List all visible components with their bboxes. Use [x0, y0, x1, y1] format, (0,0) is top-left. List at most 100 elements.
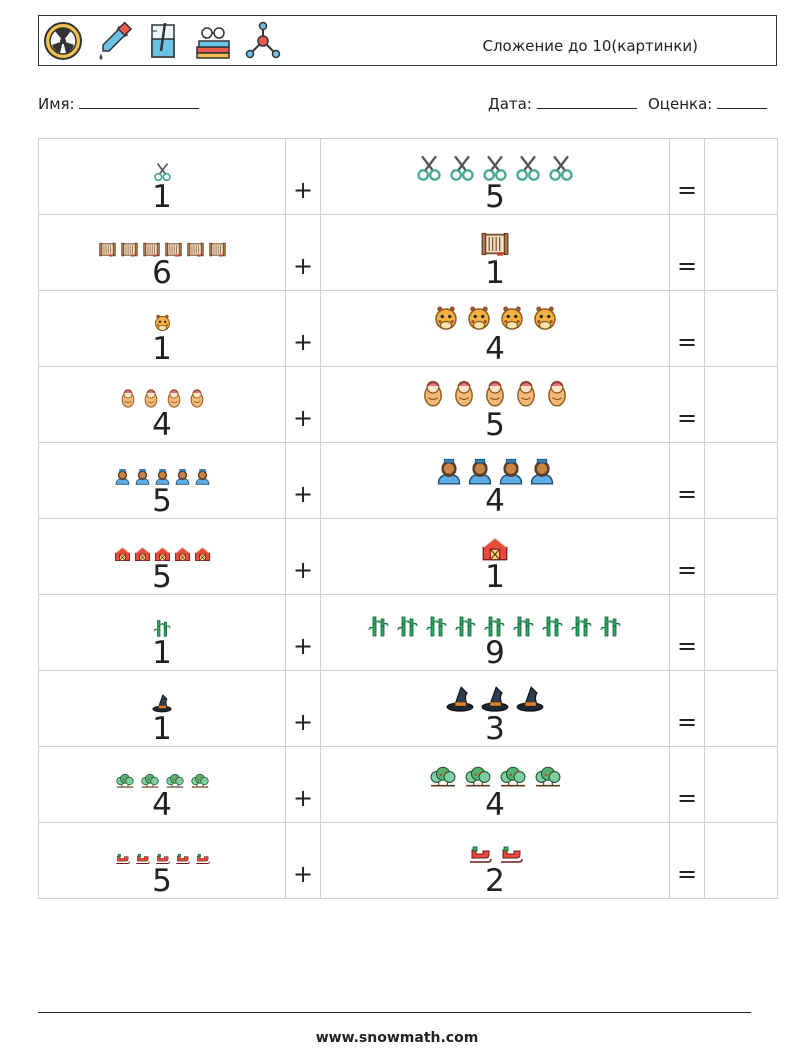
- scroll-icon: [164, 241, 183, 258]
- plus-cell: +: [285, 822, 321, 899]
- nurse-icon: [435, 456, 463, 486]
- plus-cell: +: [285, 746, 321, 823]
- bamboo-icon: [511, 614, 537, 638]
- sleigh-icon: [194, 851, 211, 866]
- equals-sign: =: [676, 252, 698, 280]
- giraffe-icon: [431, 304, 461, 334]
- swaddled-baby-icon: [450, 376, 478, 410]
- answer-cell[interactable]: [704, 138, 778, 215]
- bushes-icon: [532, 764, 564, 790]
- sleigh-icon: [497, 842, 525, 866]
- equals-sign: =: [676, 860, 698, 888]
- plus-sign: +: [292, 404, 314, 432]
- header-icons: [43, 20, 283, 62]
- term-b-pictures: [321, 747, 669, 790]
- term-a-cell: 4: [38, 366, 286, 443]
- scroll-icon: [120, 241, 139, 258]
- bamboo-icon: [395, 614, 421, 638]
- plus-cell: +: [285, 670, 321, 747]
- problem-row: 6 +1 =: [38, 214, 778, 291]
- term-b-number: 4: [485, 483, 505, 519]
- term-a-number: 5: [152, 483, 172, 519]
- bamboo-icon: [424, 614, 450, 638]
- term-a-pictures: [39, 139, 285, 182]
- equals-cell: =: [669, 366, 705, 443]
- bamboo-icon: [540, 614, 566, 638]
- problem-row: 1 +9 =: [38, 594, 778, 671]
- nurse-icon: [134, 467, 151, 486]
- nurse-icon: [154, 467, 171, 486]
- term-b-cell: 5: [320, 366, 670, 443]
- swaddled-baby-icon: [118, 386, 138, 410]
- plus-sign: +: [292, 632, 314, 660]
- answer-cell[interactable]: [704, 214, 778, 291]
- equals-sign: =: [676, 176, 698, 204]
- giraffe-icon: [152, 313, 173, 334]
- problem-row: 1 +4 =: [38, 290, 778, 367]
- date-blank[interactable]: [536, 94, 637, 109]
- plus-sign: +: [292, 176, 314, 204]
- score-blank[interactable]: [717, 94, 768, 109]
- equals-sign: =: [676, 328, 698, 356]
- answer-cell[interactable]: [704, 366, 778, 443]
- sleigh-icon: [114, 851, 131, 866]
- equals-sign: =: [676, 404, 698, 432]
- term-a-cell: 1: [38, 670, 286, 747]
- swaddled-baby-icon: [543, 376, 571, 410]
- molecule-icon: [245, 21, 281, 59]
- worksheet-title: Сложение до 10(картинки): [482, 37, 698, 55]
- equals-sign: =: [676, 708, 698, 736]
- nurse-icon: [114, 467, 131, 486]
- scroll-icon: [480, 230, 510, 258]
- answer-cell[interactable]: [704, 746, 778, 823]
- name-field: Имя:: [38, 94, 200, 113]
- equals-sign: =: [676, 556, 698, 584]
- term-b-number: 4: [485, 331, 505, 367]
- swaddled-baby-icon: [141, 386, 161, 410]
- term-a-pictures: [39, 519, 285, 562]
- problem-row: 5 +4 =: [38, 442, 778, 519]
- term-a-number: 1: [152, 331, 172, 367]
- plus-sign: +: [292, 328, 314, 356]
- scroll-icon: [98, 241, 117, 258]
- term-b-cell: 5: [320, 138, 670, 215]
- answer-cell[interactable]: [704, 290, 778, 367]
- sleigh-icon: [466, 842, 494, 866]
- term-b-cell: 4: [320, 746, 670, 823]
- witch-hat-icon: [151, 694, 173, 714]
- plus-sign: +: [292, 860, 314, 888]
- problem-row: 5 +1 =: [38, 518, 778, 595]
- scissors-icon: [414, 154, 444, 182]
- term-a-pictures: [39, 215, 285, 258]
- answer-cell[interactable]: [704, 670, 778, 747]
- plus-cell: +: [285, 518, 321, 595]
- scroll-icon: [142, 241, 161, 258]
- swaddled-baby-icon: [164, 386, 184, 410]
- name-blank[interactable]: [79, 94, 200, 109]
- plus-sign: +: [292, 556, 314, 584]
- swaddled-baby-icon: [481, 376, 509, 410]
- answer-cell[interactable]: [704, 518, 778, 595]
- answer-cell[interactable]: [704, 594, 778, 671]
- nurse-icon: [466, 456, 494, 486]
- term-a-pictures: [39, 747, 285, 790]
- swaddled-baby-icon: [419, 376, 447, 410]
- radiation-icon: [44, 22, 82, 60]
- term-b-cell: 3: [320, 670, 670, 747]
- plus-cell: +: [285, 214, 321, 291]
- answer-cell[interactable]: [704, 442, 778, 519]
- answer-cell[interactable]: [704, 822, 778, 899]
- problem-row: 5 +2 =: [38, 822, 778, 899]
- scissors-icon: [513, 154, 543, 182]
- term-a-cell: 5: [38, 518, 286, 595]
- date-field: Дата:: [488, 94, 637, 113]
- equals-sign: =: [676, 784, 698, 812]
- problem-row: 4 +4 =: [38, 746, 778, 823]
- problem-row: 1 +3 =: [38, 670, 778, 747]
- term-a-pictures: [39, 595, 285, 638]
- problem-row: 4 +5 =: [38, 366, 778, 443]
- bamboo-icon: [453, 614, 479, 638]
- scroll-icon: [186, 241, 205, 258]
- term-b-cell: 4: [320, 290, 670, 367]
- bamboo-icon: [482, 614, 508, 638]
